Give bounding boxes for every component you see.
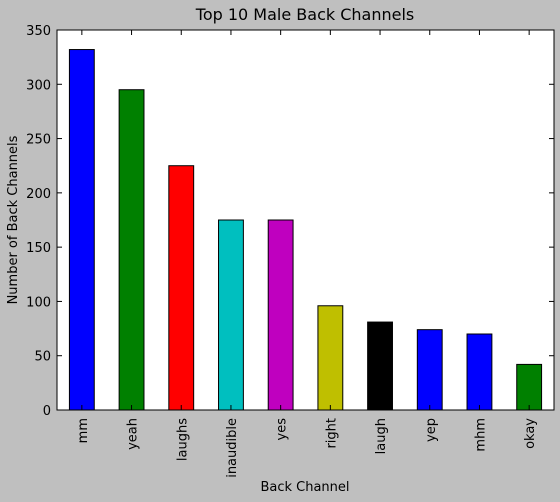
bar-yeah: [118, 89, 145, 411]
y-tick-label-50: 50: [34, 350, 51, 365]
bar-laughs: [168, 165, 195, 411]
x-tick-label-laugh: laugh: [374, 418, 389, 454]
x-tick-label-mm: mm: [76, 418, 91, 443]
x-tick-label-yep: yep: [424, 418, 439, 442]
y-tick-label-100: 100: [26, 295, 51, 310]
y-tick-label-200: 200: [26, 187, 51, 202]
bars-group: [68, 49, 543, 411]
bar-inaudible: [218, 219, 244, 411]
chart-title: Top 10 Male Back Channels: [195, 5, 414, 24]
y-axis: 0 50 100 150 200 250 300 350: [26, 24, 554, 419]
x-tick-label-mhm: mhm: [473, 418, 488, 452]
x-tick-label-laughs: laughs: [175, 418, 190, 461]
x-tick-label-inaudible: inaudible: [225, 418, 240, 478]
x-tick-label-okay: okay: [523, 418, 538, 449]
x-tick-label-yes: yes: [275, 418, 290, 441]
bar-laugh: [367, 321, 393, 411]
bar-mm: [68, 49, 95, 411]
x-tick-label-yeah: yeah: [126, 418, 141, 450]
y-axis-label: Number of Back Channels: [6, 135, 21, 304]
y-tick-label-150: 150: [26, 241, 51, 256]
x-axis: mm yeah laughs inaudible yes right laugh yep mhm…: [76, 30, 538, 478]
bar-mhm: [466, 333, 493, 411]
y-tick-label-0: 0: [43, 404, 51, 419]
bar-okay: [516, 363, 543, 411]
x-axis-label: Back Channel: [260, 480, 349, 495]
bar-yes: [267, 219, 294, 411]
y-tick-label-250: 250: [26, 133, 51, 148]
bar-right: [317, 305, 344, 411]
bar-yep: [416, 329, 443, 411]
x-tick-label-right: right: [324, 418, 339, 449]
y-tick-label-350: 350: [26, 24, 51, 39]
y-tick-label-300: 300: [26, 78, 51, 93]
